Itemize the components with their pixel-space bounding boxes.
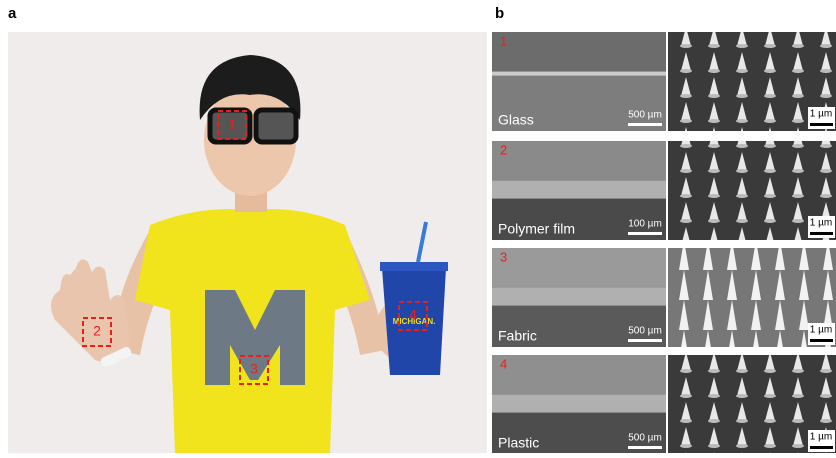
substrate-label: Glass <box>498 112 534 128</box>
substrate-label: Plastic <box>498 435 539 451</box>
row-number: 4 <box>500 356 507 371</box>
sem-image-top <box>492 32 666 72</box>
scale-label: 100 µm <box>628 219 662 230</box>
panel-label: b <box>495 5 504 22</box>
region-number: 2 <box>93 323 101 339</box>
panel-label: a <box>8 5 17 22</box>
substrate-label: Polymer film <box>498 221 575 237</box>
scale-label: 500 µm <box>628 110 662 121</box>
scale-bar <box>628 339 662 342</box>
scale-bar <box>810 339 833 342</box>
region-number: 4 <box>409 307 417 323</box>
scale-bar <box>628 446 662 449</box>
scale-label: 1 µm <box>810 109 832 120</box>
row-number: 3 <box>500 249 507 264</box>
scale-label: 1 µm <box>810 325 832 336</box>
sem-image-layer <box>492 395 666 413</box>
scale-label: 1 µm <box>810 432 832 443</box>
figure: a b MICHIGAN. 1 2 3 4 1 Glass 500 µm 1 µm 2 Poly… <box>0 0 836 453</box>
sem-image-top <box>492 248 666 288</box>
photo: MICHIGAN. <box>8 32 487 453</box>
scale-bar <box>810 232 833 235</box>
sem-image-top <box>492 355 666 395</box>
region-number: 3 <box>250 361 258 377</box>
sem-image-layer <box>492 288 666 306</box>
substrate-label: Fabric <box>498 328 537 344</box>
scale-bar <box>628 123 662 126</box>
sem-image-layer <box>492 72 666 76</box>
scale-bar <box>810 123 833 126</box>
scale-bar <box>810 446 833 449</box>
row-number: 1 <box>500 33 507 48</box>
sem-image-layer <box>492 181 666 199</box>
scale-label: 500 µm <box>628 326 662 337</box>
sem-image-top <box>492 141 666 181</box>
row-number: 2 <box>500 142 507 157</box>
scale-label: 500 µm <box>628 433 662 444</box>
scale-label: 1 µm <box>810 218 832 229</box>
region-number: 1 <box>228 116 236 132</box>
scale-bar <box>628 232 662 235</box>
